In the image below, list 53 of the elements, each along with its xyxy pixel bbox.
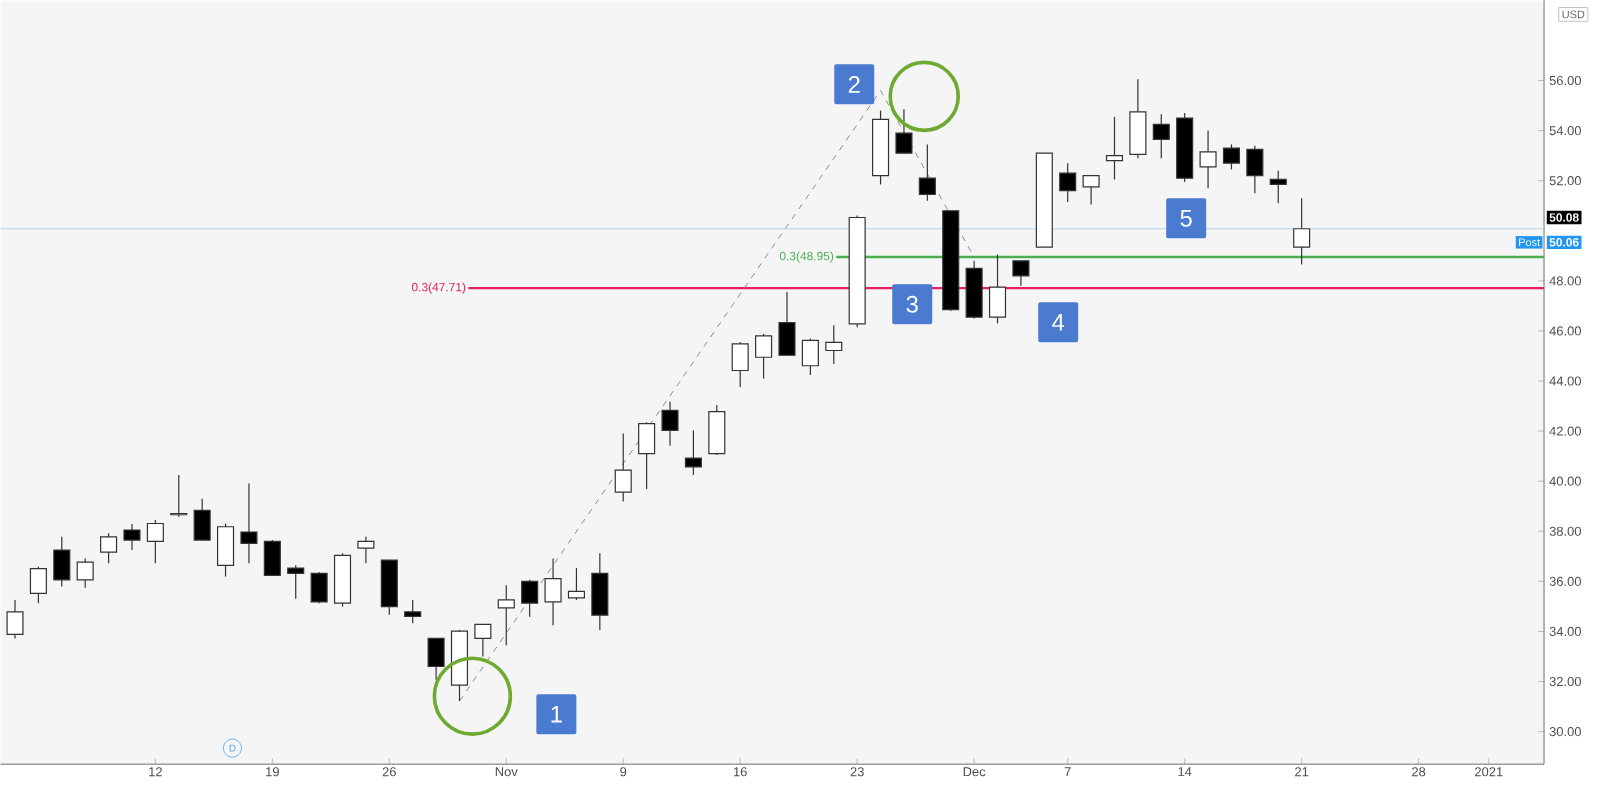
candlestick — [614, 432, 632, 503]
candlestick — [638, 421, 656, 490]
candlestick — [1105, 116, 1124, 180]
candlestick — [193, 498, 211, 541]
candlestick — [661, 401, 679, 447]
candlestick — [1222, 143, 1241, 170]
candlestick — [731, 341, 749, 388]
candlestick — [918, 143, 936, 202]
candlestick — [240, 482, 258, 564]
candlestick — [123, 523, 141, 551]
candlestick — [263, 539, 281, 576]
candlestick — [474, 623, 492, 658]
candlestick — [427, 637, 445, 681]
candlestick — [708, 404, 726, 456]
candlestick — [310, 571, 328, 604]
candlestick — [380, 559, 398, 616]
candlestick — [567, 567, 585, 601]
candlestick — [1199, 129, 1217, 189]
candlestick — [497, 584, 515, 646]
candlestick — [217, 522, 235, 578]
candlestick — [6, 599, 24, 639]
candlestick — [76, 557, 94, 589]
candlestick — [1293, 197, 1311, 266]
candlestick — [988, 253, 1007, 324]
candlestick — [801, 337, 819, 376]
candlestick — [146, 519, 164, 564]
candlestick — [357, 536, 375, 564]
candlestick — [1059, 162, 1077, 203]
annotation: 2 — [848, 75, 860, 93]
annotation: 1 — [551, 705, 562, 723]
candlestick — [684, 429, 702, 476]
candlestick — [1082, 175, 1100, 206]
candlestick — [1129, 78, 1147, 159]
candlestick — [778, 291, 796, 357]
annotation: 3 — [906, 295, 918, 313]
candlestick — [825, 324, 843, 365]
candlestick — [53, 536, 71, 588]
candlestick — [287, 564, 305, 600]
annotation: 5 — [1180, 209, 1192, 227]
candlestick — [100, 532, 118, 564]
candlestick — [755, 333, 773, 380]
candlestick — [404, 599, 422, 624]
candlestick — [333, 552, 352, 608]
candlestick — [895, 108, 913, 154]
candlestick — [1152, 113, 1170, 159]
candlestick — [29, 565, 47, 604]
candlestick — [521, 579, 539, 618]
candlestick — [544, 557, 562, 626]
candlestick — [1246, 144, 1264, 194]
candlestick — [591, 552, 609, 631]
annotation: 4 — [1052, 314, 1065, 331]
candlestick — [1012, 260, 1030, 287]
candlestick — [1269, 170, 1287, 204]
